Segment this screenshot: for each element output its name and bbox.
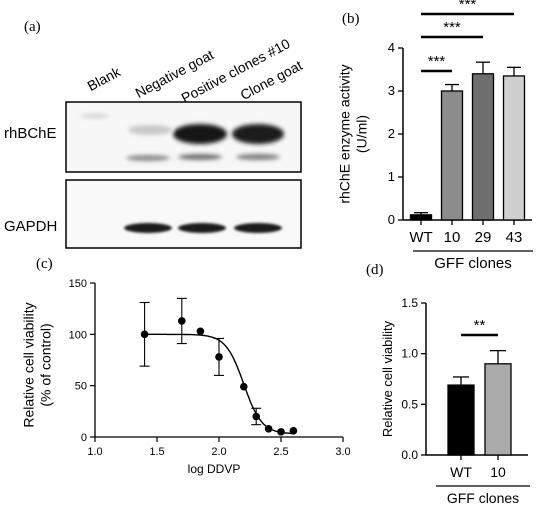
y-tick-label: 0.5: [401, 397, 418, 411]
data-point: [277, 428, 285, 436]
x-tick-label: 3.0: [335, 446, 350, 458]
data-point: [178, 317, 186, 325]
data-point: [140, 330, 149, 339]
x-tick-label-43: 43: [506, 229, 523, 246]
x-tick-label-WT: WT: [450, 464, 472, 480]
x-group-label: GFF clones: [434, 255, 512, 272]
y-tick-label: 100: [69, 329, 87, 341]
data-point: [252, 412, 260, 421]
data-point: [264, 424, 273, 433]
y-tick-label: 4: [388, 40, 395, 55]
x-tick-label-10: 10: [490, 464, 506, 480]
y-axis-label-line-0: Relative cell viability: [21, 302, 37, 427]
x-tick-label-10: 10: [444, 229, 461, 246]
blot-bands: [81, 114, 284, 161]
y-tick-label: 50: [75, 381, 87, 393]
bar-WT: [447, 384, 475, 456]
panel-d-letter: (d): [366, 262, 384, 278]
panel-c-letter: (c): [36, 256, 53, 272]
x-tick-label: 1.0: [87, 446, 102, 458]
bar-10: [484, 363, 512, 456]
y-tick-label: 1: [388, 169, 395, 184]
x-tick-label-WT: WT: [409, 229, 432, 246]
x-tick-label-29: 29: [475, 229, 492, 246]
y-tick-label: 2: [388, 126, 395, 141]
y-tick-label: 1.5: [401, 296, 418, 310]
data-point: [240, 382, 248, 391]
data-point: [289, 427, 298, 435]
significance-label: ***: [459, 0, 477, 13]
blot-row-rhbche: rhBChE: [4, 125, 57, 142]
significance-label: ***: [428, 53, 446, 70]
data-point: [215, 353, 223, 361]
panel-b-letter: (b): [342, 11, 360, 27]
x-tick-label: 2.0: [211, 446, 226, 458]
x-tick-label: 2.5: [273, 446, 288, 458]
y-axis-label-line-0: Relative cell viability: [380, 320, 395, 437]
x-tick-label: 1.5: [149, 446, 164, 458]
y-tick-label: 1.0: [401, 347, 418, 361]
y-tick-label: 0.0: [401, 448, 418, 462]
y-tick-label: 150: [69, 278, 87, 290]
x-axis-label: log DDVP: [188, 462, 241, 476]
y-axis-label-line-1: (% of control): [38, 323, 54, 406]
significance-label: ***: [443, 19, 461, 36]
panel-a-letter: (a): [24, 19, 41, 35]
y-tick-label: 3: [388, 83, 395, 98]
y-axis-label-line-1: (U/ml): [354, 115, 370, 153]
blot-lower-frame: [65, 179, 302, 249]
y-tick-label: 0: [81, 432, 87, 444]
blot-row-gapdh: GAPDH: [4, 218, 58, 235]
data-point: [196, 327, 205, 336]
y-tick-label: 0: [388, 212, 395, 227]
significance-label: **: [474, 317, 486, 334]
y-axis-label-line-0: rhChE enzyme activity: [337, 64, 353, 203]
x-group-label: GFF clones: [447, 490, 519, 505]
